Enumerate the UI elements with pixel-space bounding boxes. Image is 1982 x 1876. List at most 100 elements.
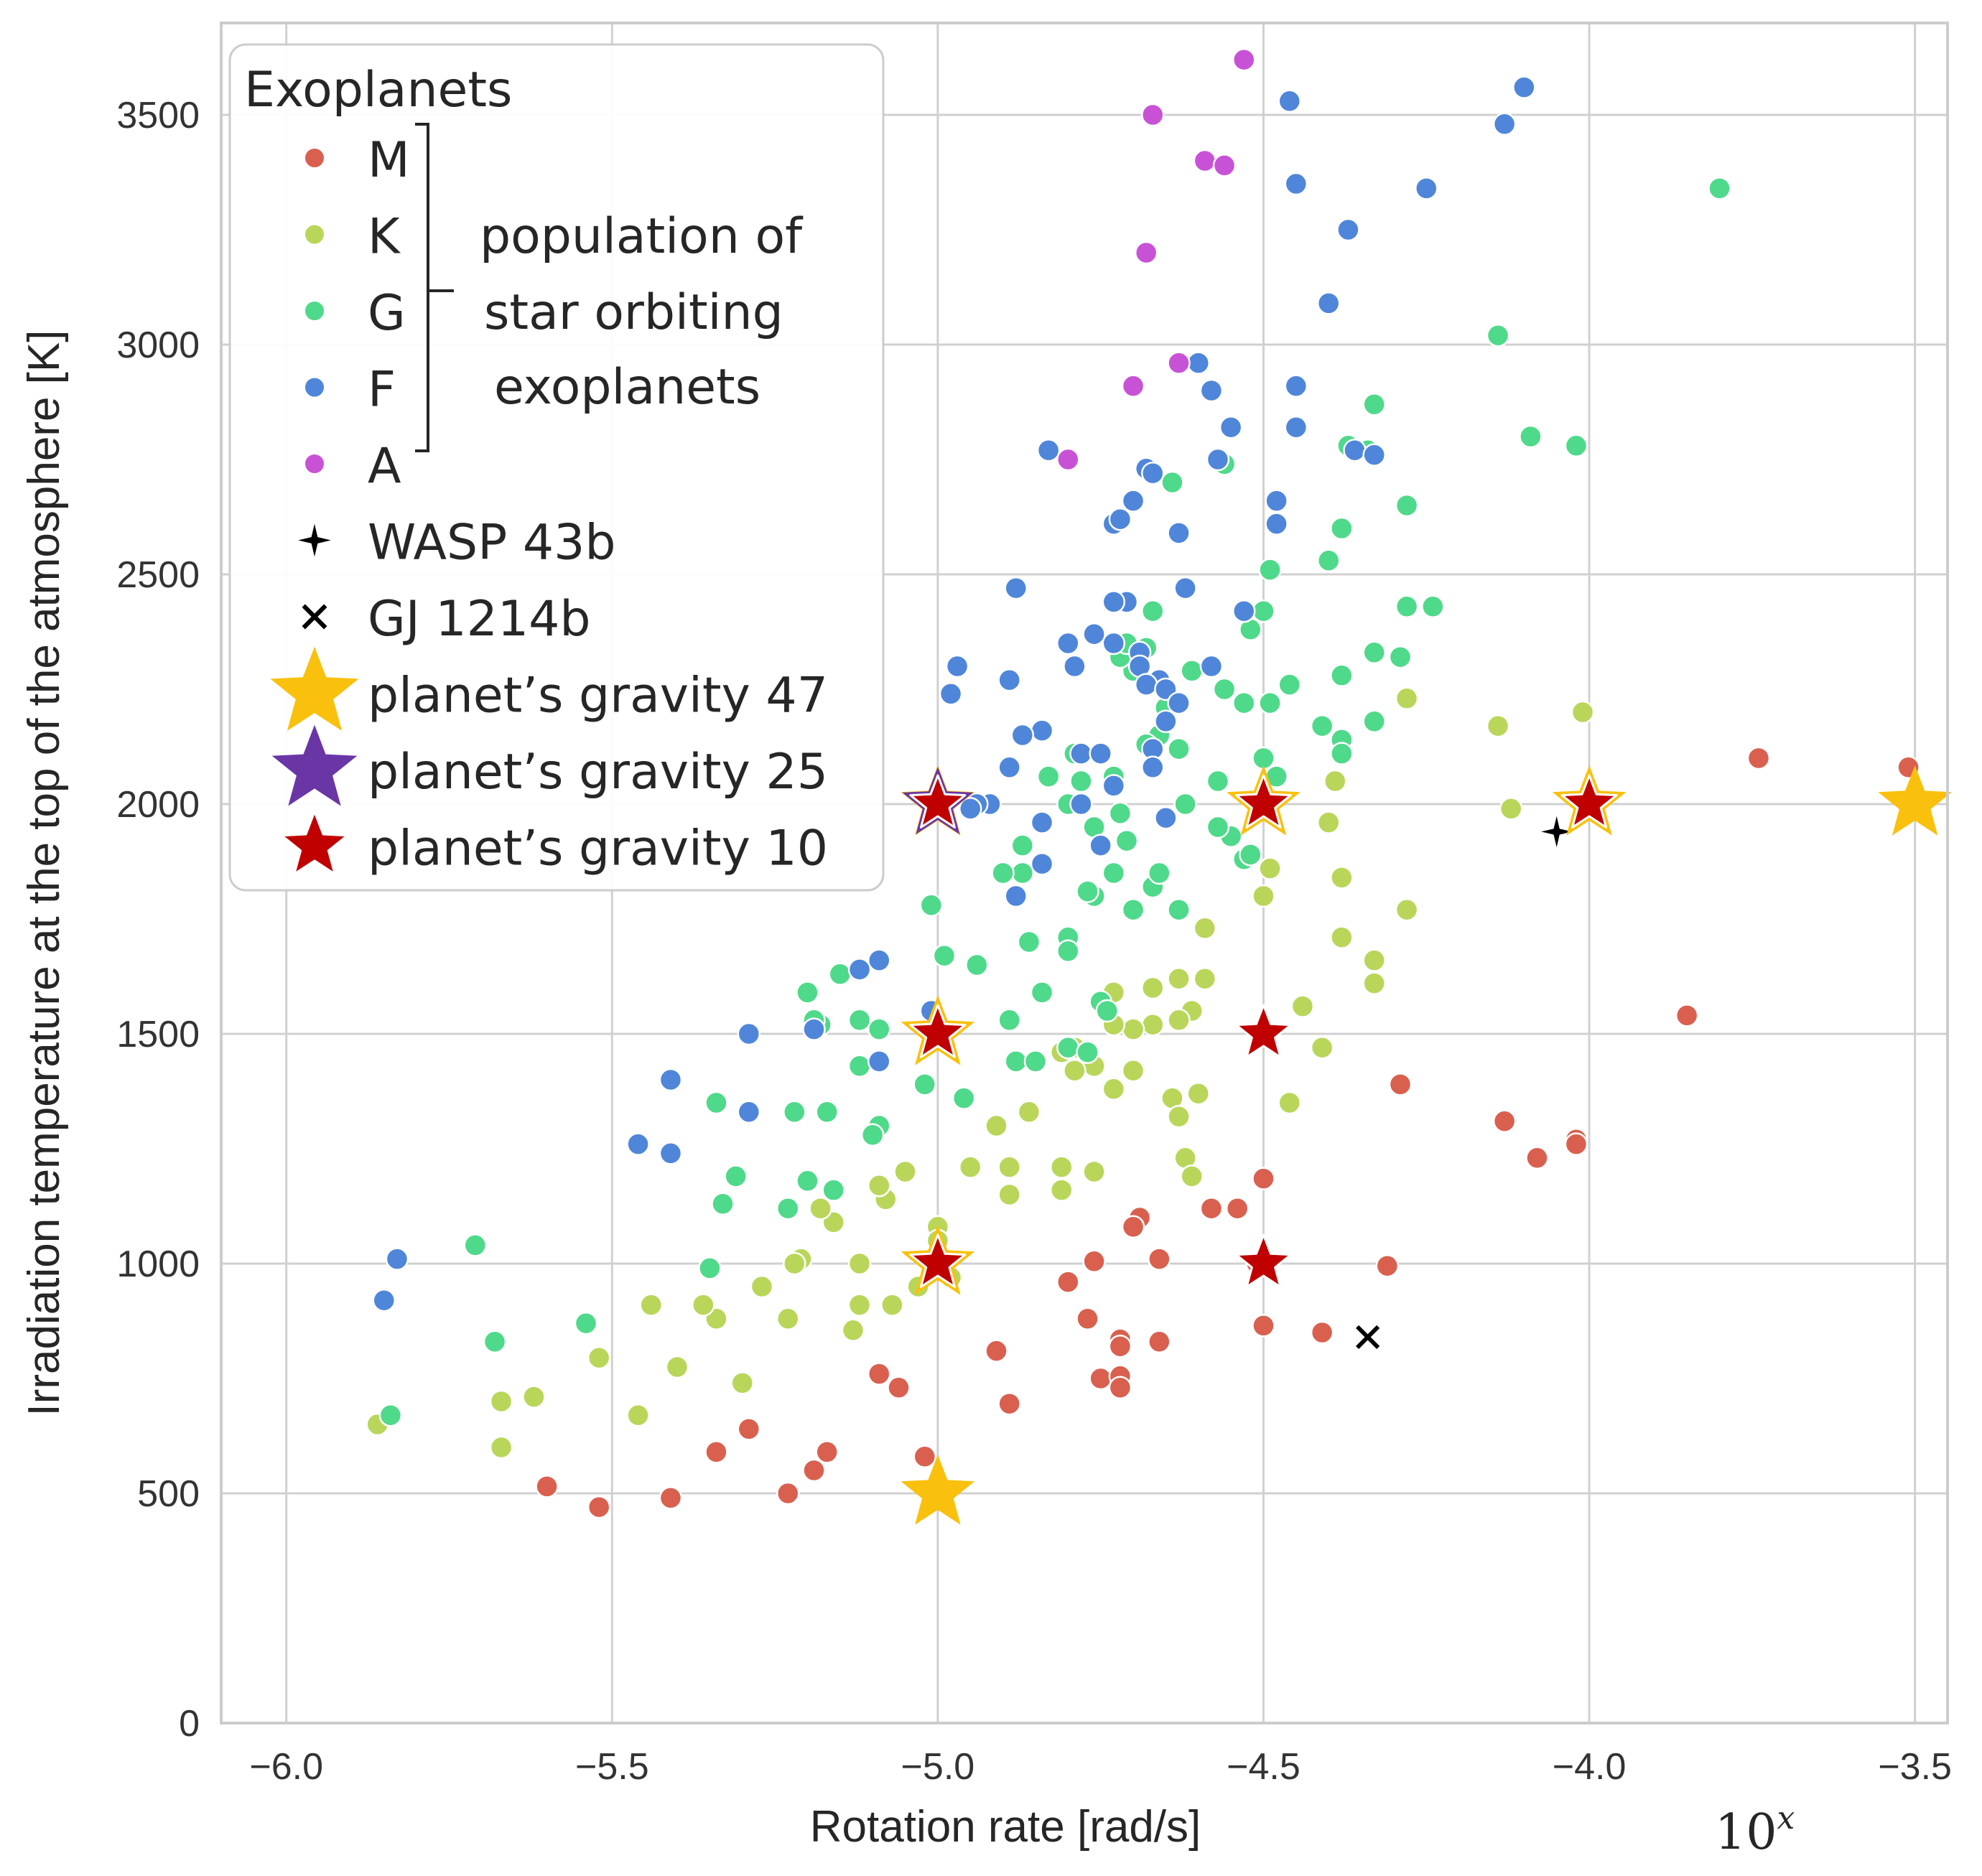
point-k	[893, 1159, 917, 1184]
point-k	[776, 1307, 800, 1331]
point-m	[659, 1486, 683, 1510]
point-m	[1108, 1376, 1132, 1400]
point-k	[1167, 966, 1191, 991]
point-f	[1108, 507, 1132, 531]
point-g	[1421, 594, 1445, 619]
point-m	[1108, 1334, 1132, 1358]
point-g	[1056, 939, 1080, 963]
point-f	[939, 682, 963, 706]
point-g	[1141, 599, 1165, 623]
x-tick-label: −5.5	[575, 1746, 649, 1788]
point-k	[1362, 971, 1386, 995]
legend-label-gj-1214b: GJ 1214b	[368, 591, 591, 648]
point-k	[997, 1182, 1021, 1207]
point-g	[776, 1196, 800, 1221]
point-m	[1148, 1330, 1171, 1354]
point-planet-s-gravity-10	[909, 1004, 967, 1058]
data-points	[366, 47, 1952, 1525]
point-f	[1199, 378, 1224, 403]
point-m	[1056, 1270, 1080, 1294]
point-m	[1199, 1196, 1224, 1221]
point-m	[1082, 1249, 1106, 1274]
point-g	[1206, 815, 1230, 839]
series-a	[1056, 47, 1256, 472]
point-k	[1017, 1100, 1041, 1124]
point-g	[1564, 434, 1588, 458]
point-f	[1186, 351, 1211, 375]
point-g	[1362, 640, 1386, 665]
point-m	[776, 1481, 800, 1506]
point-g	[965, 953, 989, 977]
point-m	[1525, 1146, 1549, 1170]
point-f	[847, 958, 872, 981]
point-m	[1310, 1320, 1334, 1345]
legend-marker-wasp-43b	[294, 520, 335, 561]
point-k	[522, 1385, 546, 1409]
point-k	[1121, 1058, 1145, 1083]
point-g	[1486, 323, 1510, 347]
point-k	[626, 1403, 650, 1427]
point-k	[1499, 797, 1523, 821]
point-k	[1278, 1091, 1302, 1115]
point-k	[489, 1435, 513, 1460]
point-f	[1030, 719, 1054, 742]
point-g	[378, 1403, 403, 1427]
point-g	[1395, 493, 1419, 518]
point-m	[985, 1339, 1008, 1363]
point-f	[737, 1022, 761, 1046]
point-f	[958, 797, 982, 821]
point-a	[1134, 241, 1158, 265]
point-f	[1063, 654, 1087, 678]
point-k	[880, 1293, 904, 1317]
point-m	[1225, 1196, 1250, 1221]
point-k	[847, 1293, 872, 1317]
point-k	[665, 1355, 689, 1379]
point-m	[587, 1495, 611, 1519]
point-k	[1167, 1104, 1191, 1129]
point-m	[1076, 1307, 1099, 1331]
point-f	[1154, 709, 1178, 734]
point-g	[1173, 792, 1197, 816]
point-f	[1167, 521, 1191, 545]
point-g	[1278, 673, 1302, 696]
point-f	[1036, 438, 1061, 462]
point-g	[1036, 765, 1061, 788]
point-f	[1284, 374, 1308, 398]
point-f	[1512, 75, 1536, 99]
y-tick-label: 0	[179, 1703, 200, 1745]
point-f	[1082, 622, 1106, 646]
legend-marker-planet-s-gravity-10	[280, 811, 349, 875]
point-f	[1154, 806, 1178, 830]
legend-box	[228, 43, 885, 892]
point-g	[1330, 663, 1354, 688]
point-f	[1278, 89, 1302, 113]
point-f	[1219, 415, 1243, 439]
point-g	[815, 1100, 839, 1124]
point-g	[704, 1091, 728, 1115]
legend-marker-m	[303, 146, 326, 169]
y-tick-label: 1500	[116, 1014, 200, 1055]
point-g	[1310, 714, 1334, 738]
point-f	[1167, 691, 1191, 715]
point-g	[1316, 549, 1341, 573]
legend-label-g: G	[368, 285, 406, 342]
point-g	[1362, 392, 1386, 416]
point-g	[932, 943, 957, 968]
point-k	[1486, 714, 1510, 738]
point-g	[1148, 861, 1171, 885]
point-k	[1193, 966, 1217, 991]
point-g	[1030, 981, 1054, 1004]
point-m	[737, 1417, 761, 1441]
point-k	[1395, 686, 1419, 711]
point-planet-s-gravity-10	[1234, 1233, 1292, 1288]
point-g	[1232, 691, 1256, 715]
point-g	[1010, 861, 1035, 885]
legend-label-planet-s-gravity-47: planet’s gravity 47	[368, 668, 828, 724]
y-axis-title: Irradiation temperature at the top of th…	[19, 330, 69, 1417]
y-tick-label: 500	[137, 1473, 200, 1515]
point-k	[1180, 1165, 1204, 1188]
legend-label-wasp-43b: WASP 43b	[368, 515, 616, 571]
point-g	[860, 1123, 885, 1147]
point-g	[1115, 829, 1139, 853]
point-f	[1102, 590, 1126, 614]
